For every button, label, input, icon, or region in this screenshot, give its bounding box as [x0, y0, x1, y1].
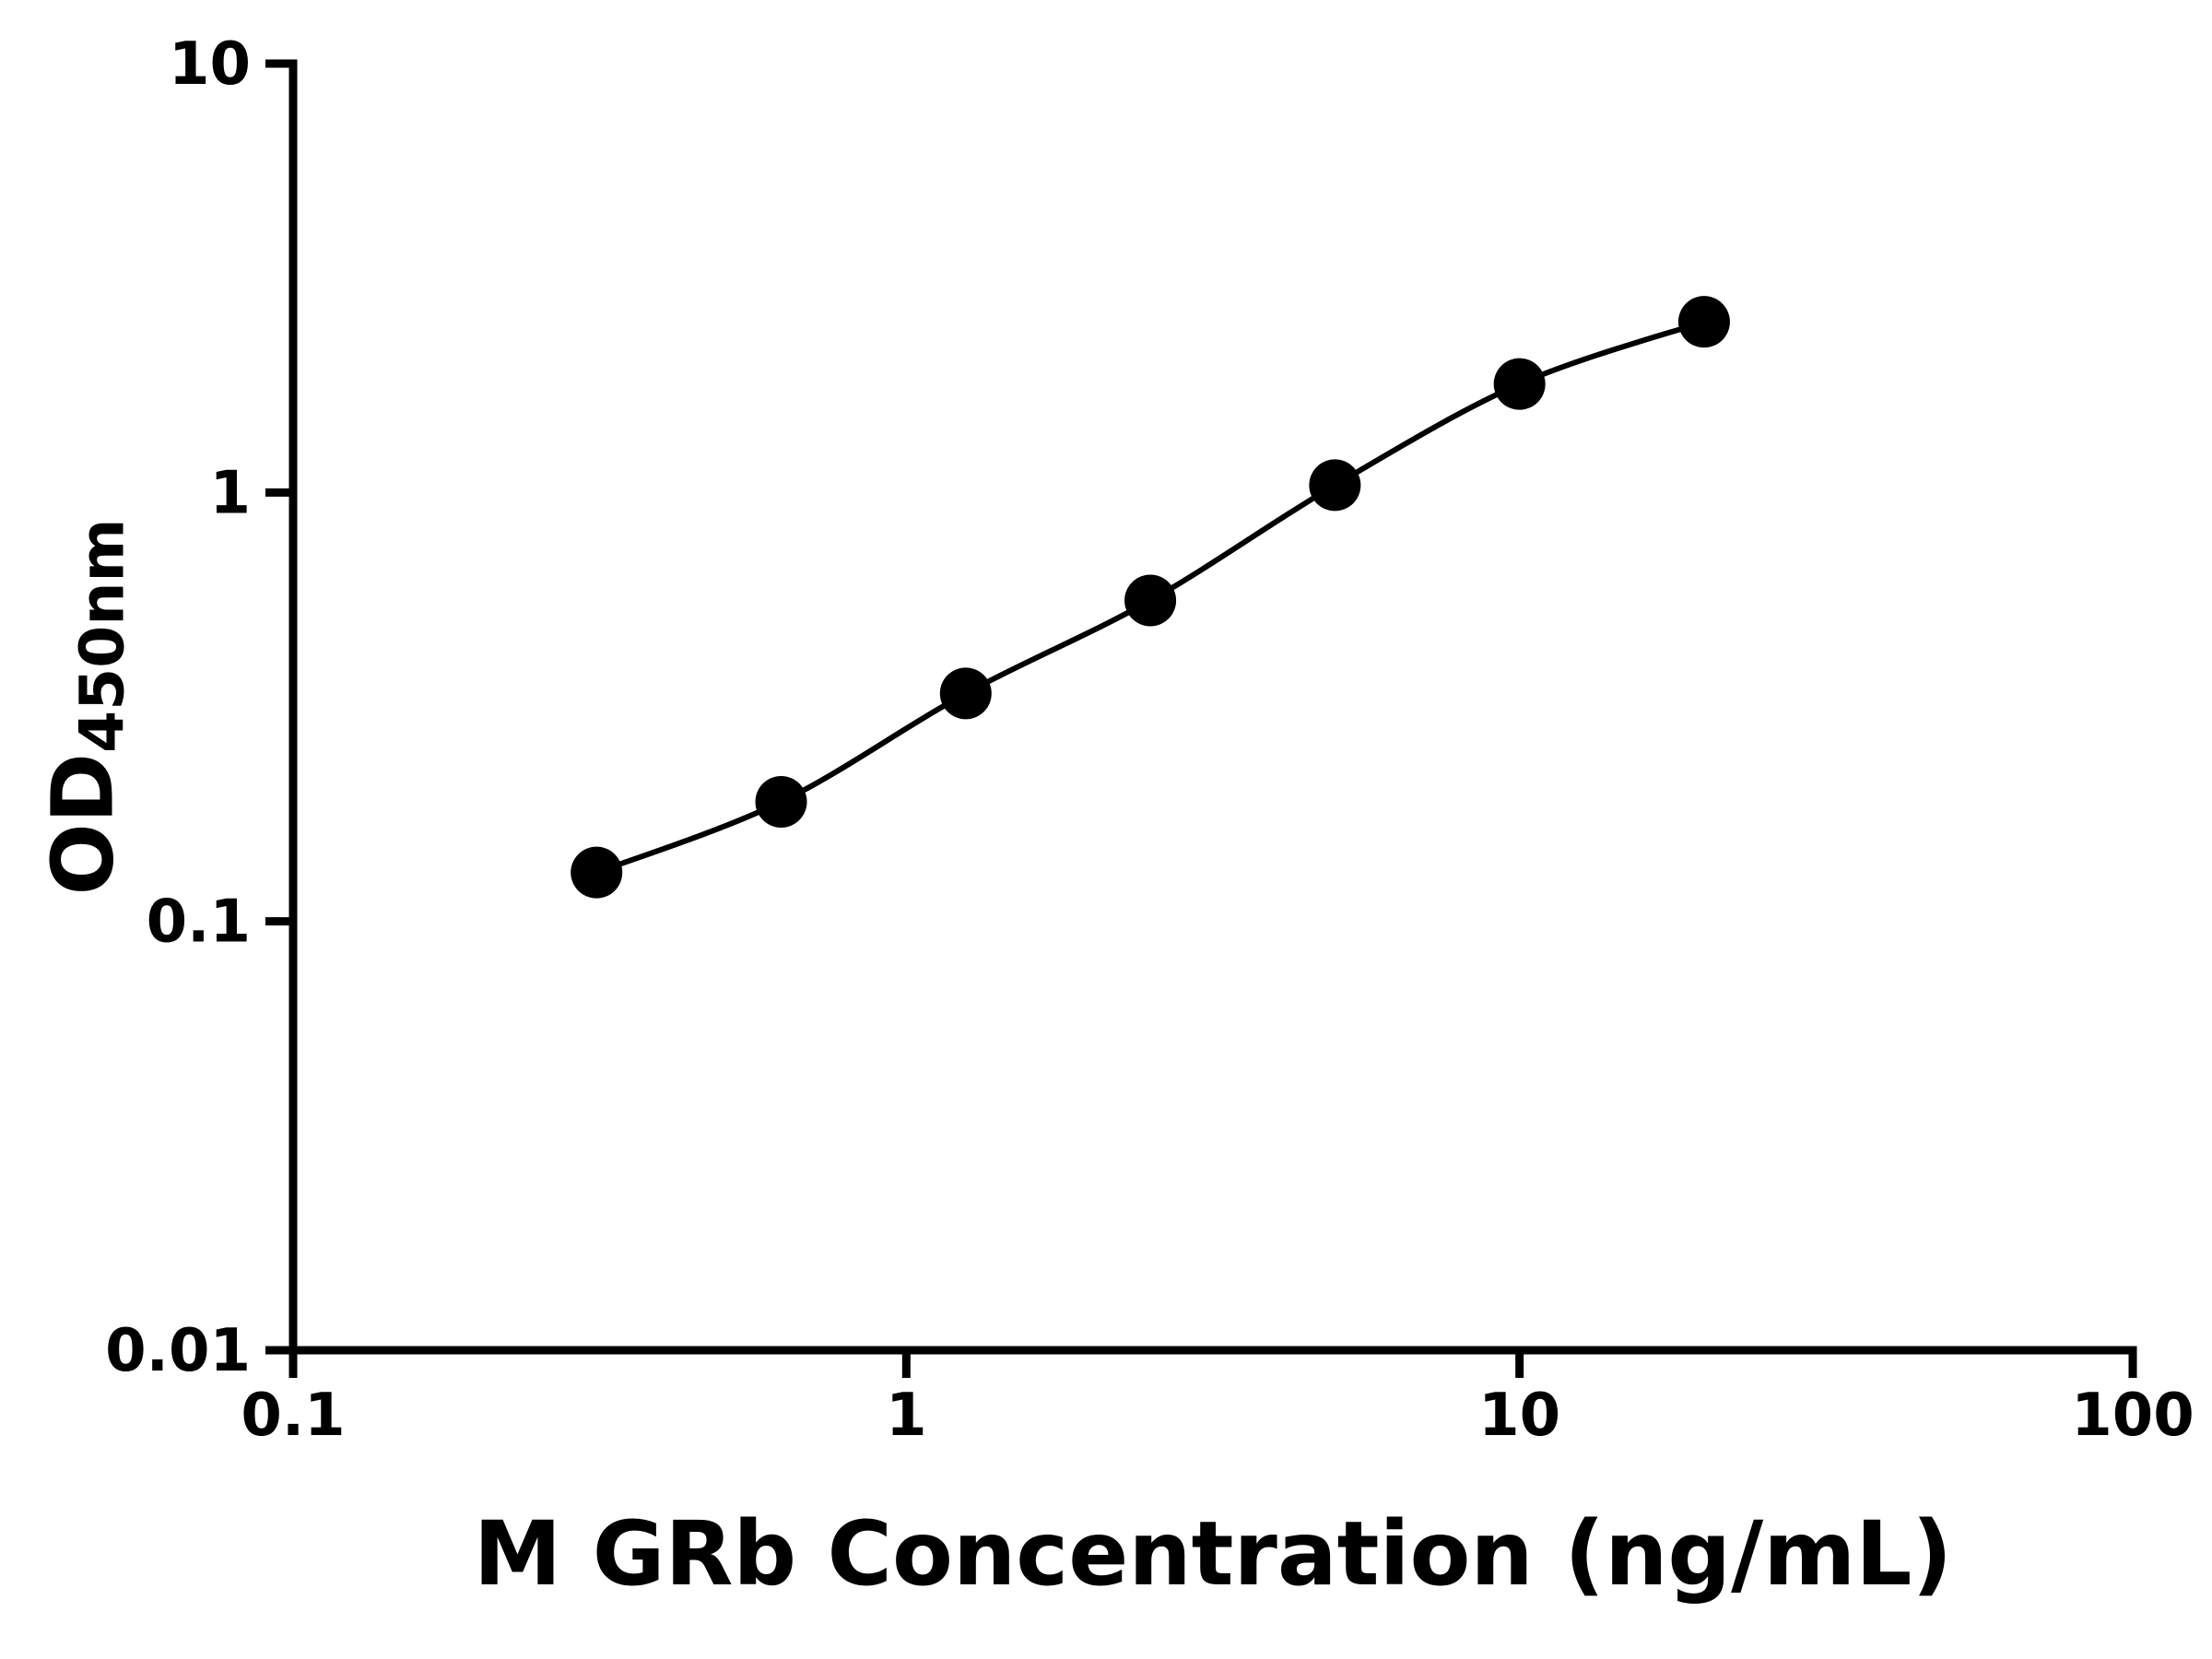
y-axis-label-main: OD — [33, 752, 133, 896]
y-tick-label: 0.1 — [147, 888, 251, 957]
axes-spines — [288, 59, 2137, 1355]
y-axis-label: OD450nm — [33, 518, 138, 896]
data-point — [1124, 574, 1177, 627]
y-axis-label-sub: 450nm — [66, 518, 138, 753]
y-tick-label: 10 — [169, 30, 251, 99]
y-tick-label: 1 — [209, 459, 251, 527]
x-tick-label: 1 — [886, 1382, 927, 1450]
data-point — [1309, 459, 1361, 512]
data-point — [939, 667, 992, 720]
x-tick-label: 10 — [1478, 1382, 1560, 1450]
x-axis-label: M GRb Concentration (ng/mL) — [473, 1502, 1953, 1606]
x-tick-label: 0.1 — [241, 1382, 345, 1450]
data-point — [571, 846, 623, 899]
y-tick-label: 0.01 — [105, 1317, 251, 1385]
x-tick-label: 100 — [2071, 1382, 2194, 1450]
data-point — [1493, 358, 1546, 410]
data-point — [755, 775, 807, 828]
data-point — [1677, 296, 1730, 348]
